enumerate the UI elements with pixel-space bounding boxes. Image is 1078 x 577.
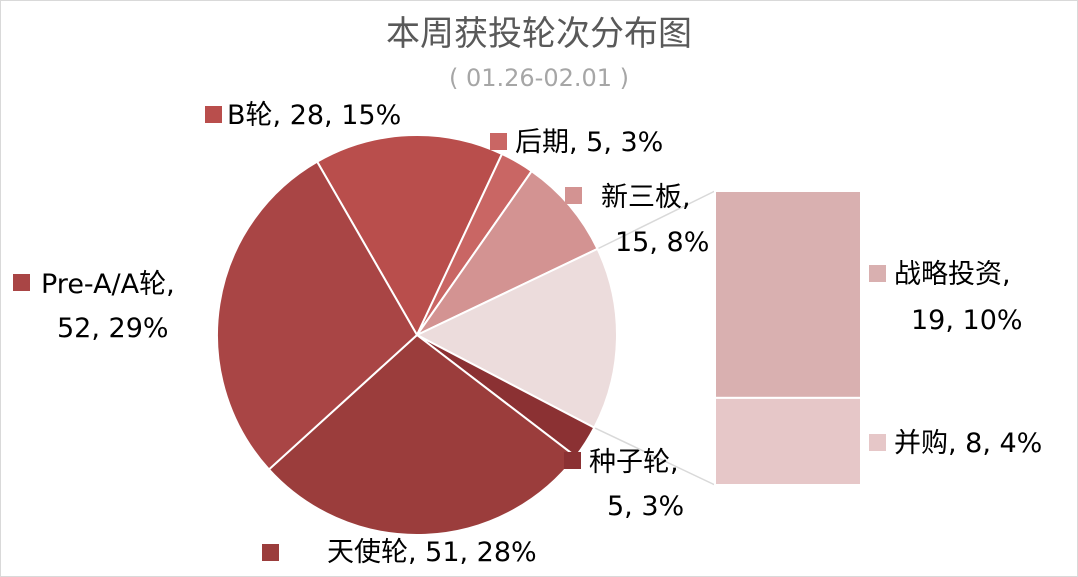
data-label-slice: 天使轮, 51, 28% [327,537,537,568]
legend-key-pre-a-a [13,274,30,291]
pie-slice-2 [414,169,599,338]
legend-key-slice [262,544,279,561]
data-label-slice: 战略投资, [894,259,1011,290]
data-label-slice: 种子轮, [589,447,679,478]
chart-title: 本周获投轮次分布图 [386,14,692,54]
data-label-slice: 后期, 5, 3% [515,127,663,158]
data-label-slice: 19, 10% [911,305,1023,336]
connector-line-bottom [593,426,716,486]
data-label-b: B轮, 28, 15% [227,100,401,131]
legend-key-slice [869,265,886,282]
data-label-slice: 15, 8% [615,227,709,258]
pie-slice-3 [414,247,618,430]
data-label-slice: 新三板, [601,182,691,213]
legend-key-slice [565,187,582,204]
pie-slice-0 [315,134,504,338]
data-label-slice: 并购, 8, 4% [894,428,1042,459]
legend-key-b [205,106,222,123]
bar-segment-1 [714,396,862,487]
connector-line-top [597,190,716,250]
chart-subtitle: ( 01.26-02.01 ) [449,64,629,92]
legend-key-slice [564,452,581,469]
bar-segment-0 [714,190,862,399]
data-label-pre-a-a: 52, 29% [57,313,169,344]
legend-key-slice [869,434,886,451]
pie-slice-6 [216,160,419,471]
data-label-slice: 5, 3% [607,491,684,522]
data-label-pre-a-a: Pre-A/A轮, [41,269,175,300]
legend-key-slice [490,133,507,150]
pie-slice-5 [267,333,578,536]
